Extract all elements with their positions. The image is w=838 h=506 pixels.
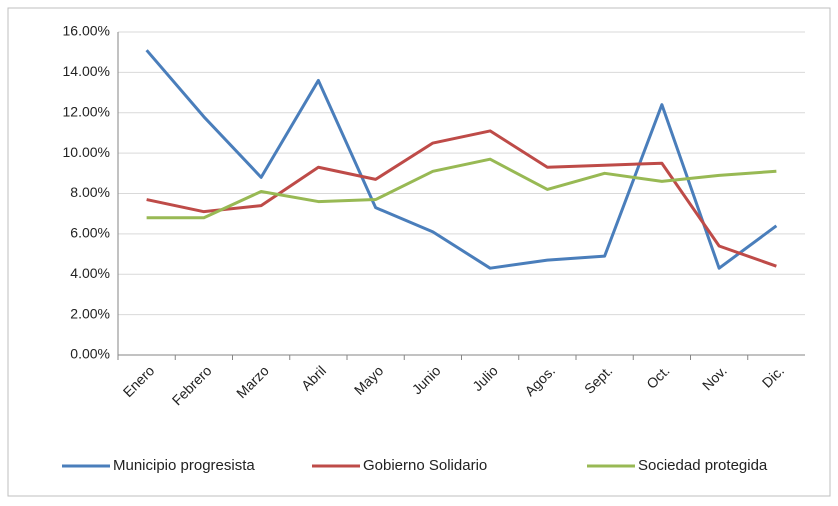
y-tick-label: 14.00% — [63, 63, 110, 79]
y-tick-label: 0.00% — [70, 346, 110, 362]
y-tick-label: 6.00% — [70, 225, 110, 241]
chart-border — [7, 7, 831, 497]
y-tick-label: 4.00% — [70, 265, 110, 281]
legend-label: Gobierno Solidario — [363, 457, 487, 474]
y-tick-label: 8.00% — [70, 184, 110, 200]
y-tick-label: 2.00% — [70, 305, 110, 321]
series-line — [145, 49, 778, 270]
y-tick-label: 10.00% — [63, 144, 110, 160]
legend-label: Sociedad protegida — [638, 457, 768, 474]
series-line — [146, 129, 777, 268]
series-line — [146, 157, 777, 220]
y-tick-label: 16.00% — [63, 23, 110, 39]
legend-label: Municipio progresista — [113, 457, 255, 474]
y-tick-label: 12.00% — [63, 103, 110, 119]
